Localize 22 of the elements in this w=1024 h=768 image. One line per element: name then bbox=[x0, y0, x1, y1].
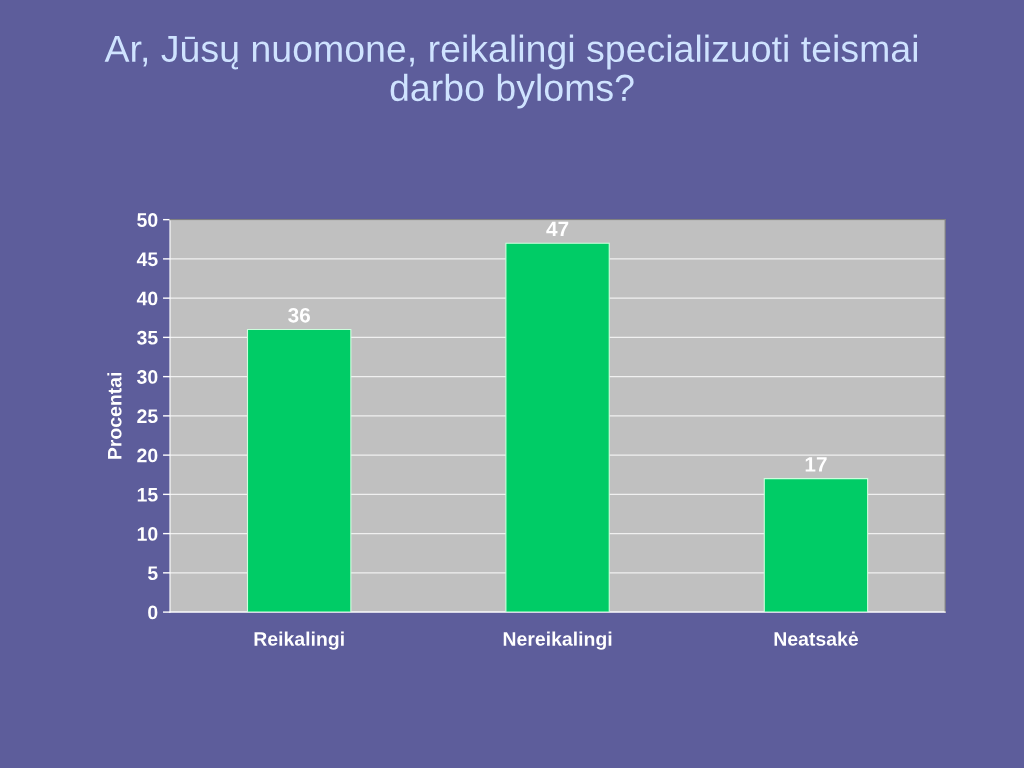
bar bbox=[763, 478, 869, 613]
data-label: 36 bbox=[288, 307, 311, 323]
chart-title: Ar, Jūsų nuomone, reikalingi specializuoti teismai darbo byloms? bbox=[104, 34, 917, 109]
data-label: 47 bbox=[546, 221, 569, 237]
y-tick-label: 45 bbox=[136, 252, 158, 267]
x-tick-label: Neatsakė bbox=[774, 631, 858, 646]
bar bbox=[246, 328, 352, 613]
y-tick-label: 15 bbox=[137, 488, 158, 502]
data-label: 17 bbox=[805, 457, 827, 472]
y-tick-label: 0 bbox=[148, 605, 158, 620]
y-tick-label: 50 bbox=[137, 213, 158, 227]
y-tick-label: 20 bbox=[137, 448, 158, 463]
y-tick-label: 25 bbox=[137, 409, 158, 424]
y-tick-label: 5 bbox=[147, 566, 158, 581]
bar bbox=[505, 242, 610, 613]
x-tick-label: Nereikalingi bbox=[503, 631, 612, 650]
y-tick-label: 10 bbox=[137, 527, 158, 541]
y-tick-label: 30 bbox=[137, 370, 158, 384]
x-tick-label: Reikalingi bbox=[254, 631, 344, 650]
y-axis-title: Procentai bbox=[107, 372, 122, 459]
y-tick-label: 35 bbox=[137, 330, 158, 345]
y-tick-label: 40 bbox=[136, 291, 158, 306]
